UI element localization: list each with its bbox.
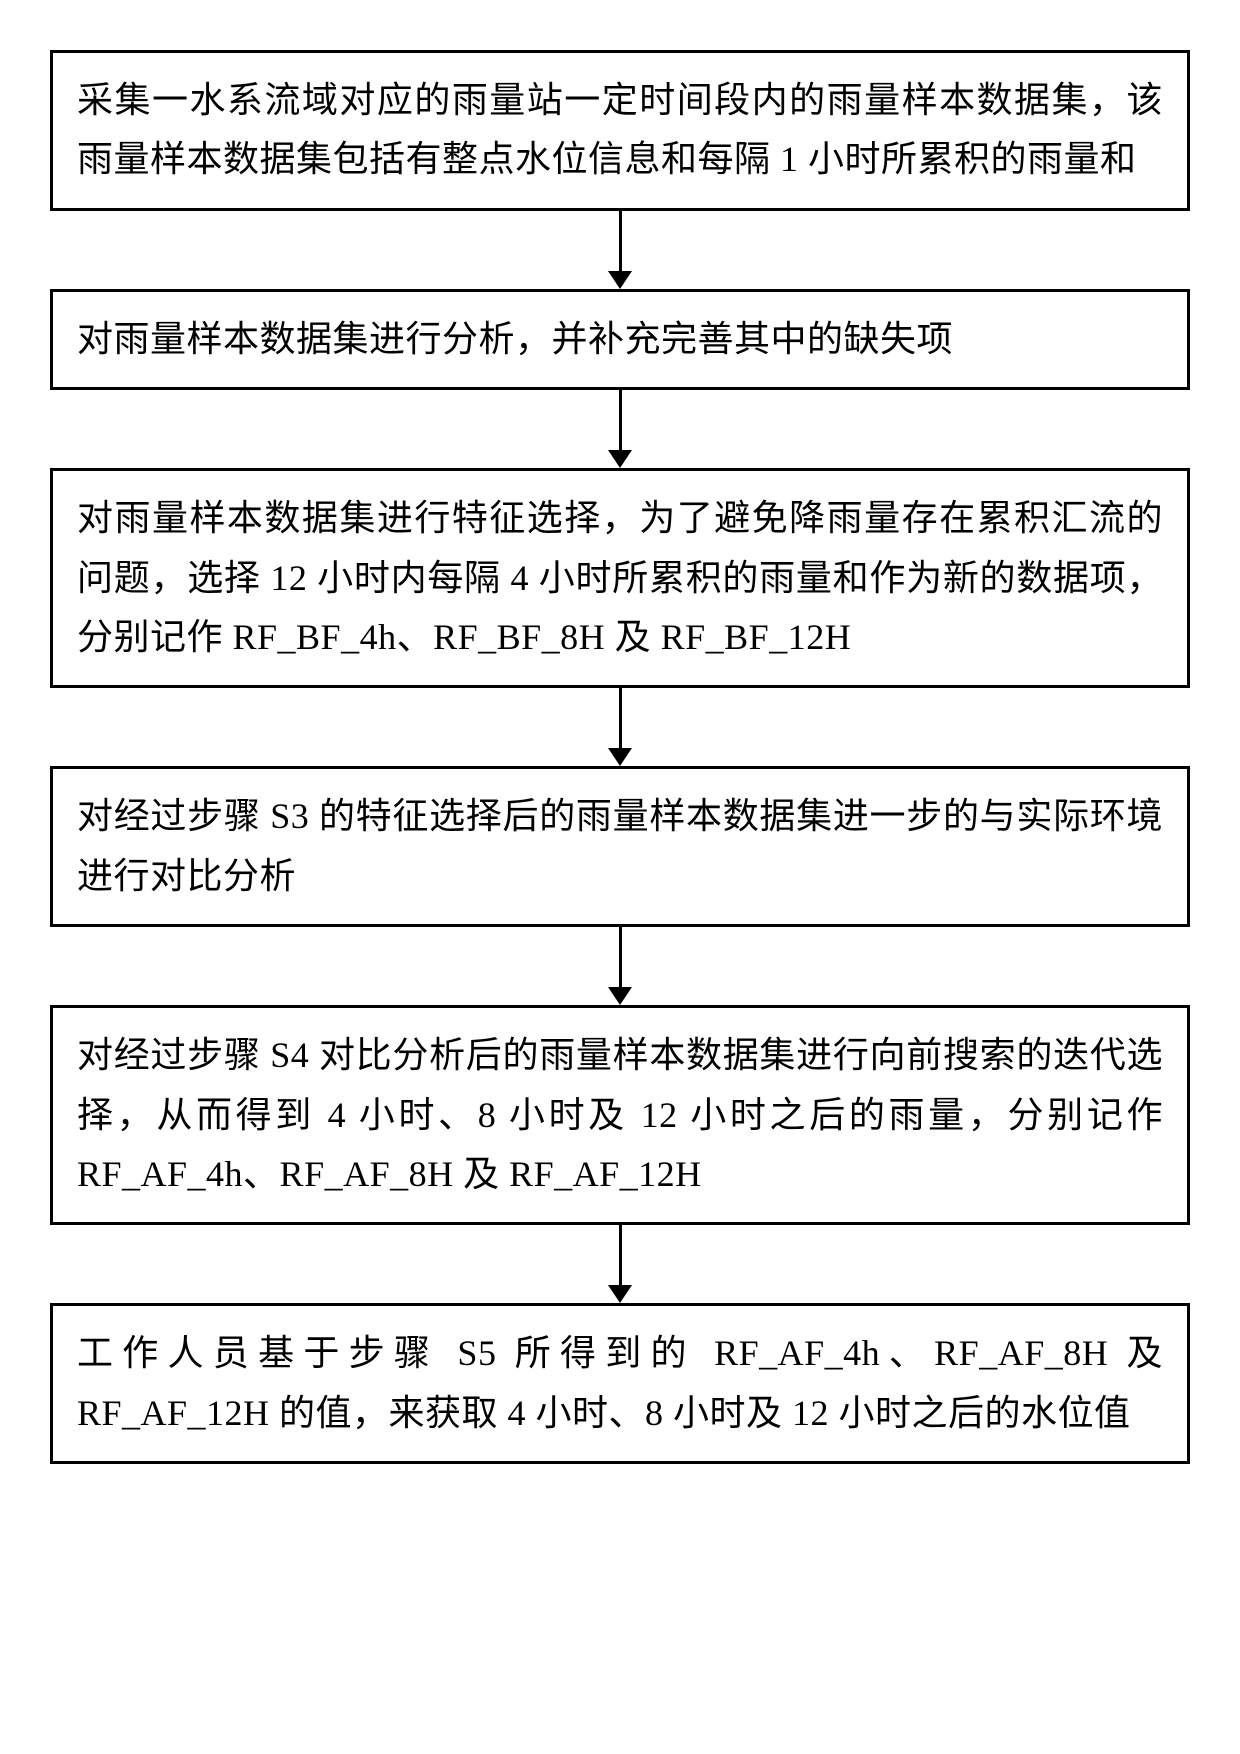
arrow-5 bbox=[608, 1225, 632, 1303]
step-2-text: 对雨量样本数据集进行分析，并补充完善其中的缺失项 bbox=[77, 319, 953, 359]
arrow-2 bbox=[608, 390, 632, 468]
flowchart-container: 采集一水系流域对应的雨量站一定时间段内的雨量样本数据集，该雨量样本数据集包括有整… bbox=[40, 50, 1200, 1464]
arrow-line-icon bbox=[619, 390, 622, 450]
arrow-head-icon bbox=[608, 748, 632, 766]
arrow-line-icon bbox=[619, 927, 622, 987]
arrow-head-icon bbox=[608, 1285, 632, 1303]
arrow-line-icon bbox=[619, 211, 622, 271]
flowchart-step-4: 对经过步骤 S3 的特征选择后的雨量样本数据集进一步的与实际环境进行对比分析 bbox=[50, 766, 1190, 927]
step-1-text: 采集一水系流域对应的雨量站一定时间段内的雨量样本数据集，该雨量样本数据集包括有整… bbox=[77, 80, 1163, 179]
flowchart-step-6: 工作人员基于步骤 S5 所得到的 RF_AF_4h、RF_AF_8H 及RF_A… bbox=[50, 1303, 1190, 1464]
step-5-text: 对经过步骤 S4 对比分析后的雨量样本数据集进行向前搜索的迭代选择，从而得到 4… bbox=[77, 1035, 1163, 1194]
arrow-line-icon bbox=[619, 1225, 622, 1285]
arrow-4 bbox=[608, 927, 632, 1005]
arrow-1 bbox=[608, 211, 632, 289]
step-4-text: 对经过步骤 S3 的特征选择后的雨量样本数据集进一步的与实际环境进行对比分析 bbox=[77, 796, 1163, 895]
arrow-3 bbox=[608, 688, 632, 766]
arrow-head-icon bbox=[608, 987, 632, 1005]
step-6-text: 工作人员基于步骤 S5 所得到的 RF_AF_4h、RF_AF_8H 及RF_A… bbox=[77, 1333, 1163, 1432]
step-3-text: 对雨量样本数据集进行特征选择，为了避免降雨量存在累积汇流的问题，选择 12 小时… bbox=[77, 498, 1163, 657]
flowchart-step-5: 对经过步骤 S4 对比分析后的雨量样本数据集进行向前搜索的迭代选择，从而得到 4… bbox=[50, 1005, 1190, 1225]
flowchart-step-2: 对雨量样本数据集进行分析，并补充完善其中的缺失项 bbox=[50, 289, 1190, 390]
flowchart-step-3: 对雨量样本数据集进行特征选择，为了避免降雨量存在累积汇流的问题，选择 12 小时… bbox=[50, 468, 1190, 688]
flowchart-step-1: 采集一水系流域对应的雨量站一定时间段内的雨量样本数据集，该雨量样本数据集包括有整… bbox=[50, 50, 1190, 211]
arrow-line-icon bbox=[619, 688, 622, 748]
arrow-head-icon bbox=[608, 450, 632, 468]
arrow-head-icon bbox=[608, 271, 632, 289]
